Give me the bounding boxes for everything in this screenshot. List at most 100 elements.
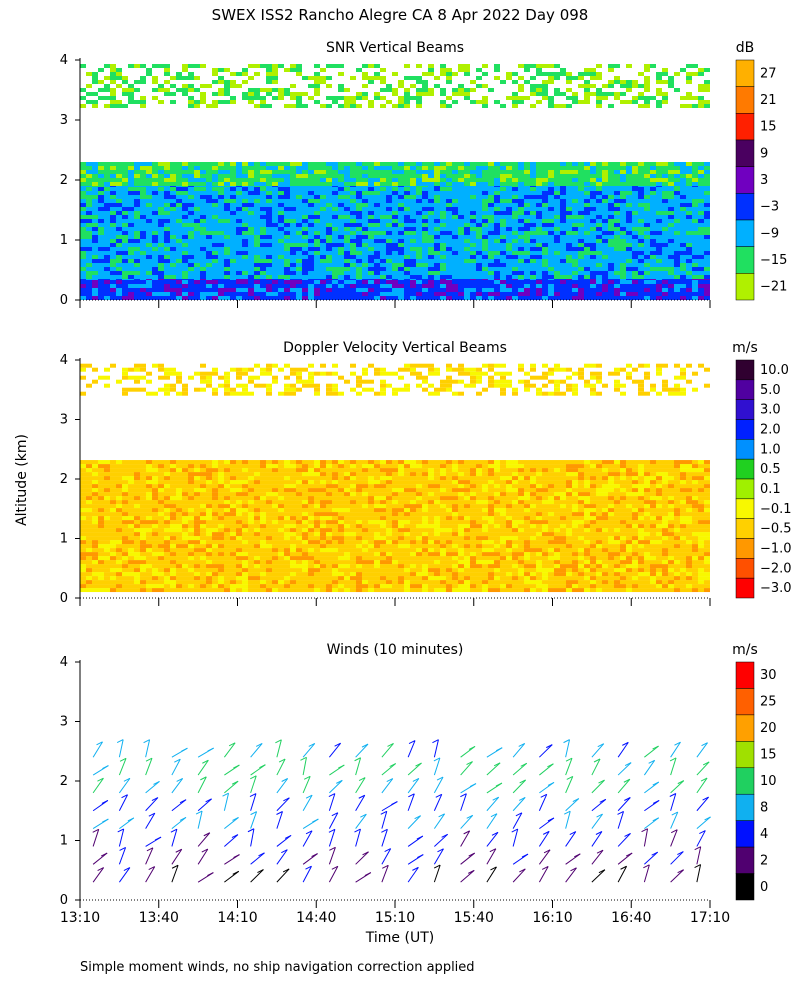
heat-cell — [530, 174, 536, 178]
heat-cell — [512, 182, 518, 186]
heat-cell — [410, 166, 416, 170]
heat-cell — [98, 223, 104, 227]
heat-cell — [686, 162, 692, 166]
heat-cell — [674, 195, 680, 199]
heat-cell — [398, 199, 404, 203]
heat-cell — [272, 162, 278, 166]
heat-cell — [362, 191, 368, 195]
heat-cell — [572, 288, 578, 292]
heat-cell — [392, 251, 398, 255]
heat-cell — [548, 255, 554, 259]
heat-cell — [560, 231, 566, 235]
heat-cell — [80, 166, 86, 170]
heat-cell — [254, 247, 260, 251]
heat-cell — [554, 243, 560, 247]
heat-cell — [608, 187, 614, 191]
heat-cell — [104, 223, 110, 227]
heat-cell — [566, 271, 572, 275]
heat-cell — [302, 223, 308, 227]
heat-cell — [374, 263, 380, 267]
heat-cell — [314, 275, 320, 279]
heat-cell — [170, 524, 176, 529]
heat-cell — [524, 243, 530, 247]
heat-cell — [572, 227, 578, 231]
heat-cell — [674, 223, 680, 227]
heat-cell — [596, 92, 602, 96]
heat-cell — [422, 235, 428, 239]
heat-cell — [506, 166, 512, 170]
heat-cell — [668, 219, 674, 223]
heat-cell — [632, 96, 638, 100]
heat-cell — [434, 187, 440, 191]
heat-cell — [584, 178, 590, 182]
heat-cell — [188, 492, 194, 497]
heat-cell — [668, 191, 674, 195]
heat-cell — [410, 267, 416, 271]
heat-cell — [680, 170, 686, 174]
heat-cell — [194, 211, 200, 215]
heat-cell — [116, 588, 122, 593]
heat-cell — [620, 92, 626, 96]
heat-cell — [500, 174, 506, 178]
heat-cell — [122, 544, 128, 549]
heat-cell — [698, 84, 704, 88]
heat-cell — [656, 267, 662, 271]
heat-cell — [494, 280, 500, 284]
heat-cell — [86, 544, 92, 549]
heat-cell — [416, 231, 422, 235]
heat-cell — [380, 162, 386, 166]
heat-cell — [572, 207, 578, 211]
heat-cell — [272, 235, 278, 239]
heat-cell — [398, 215, 404, 219]
heat-cell — [410, 251, 416, 255]
heat-cell — [440, 223, 446, 227]
heat-cell — [644, 162, 650, 166]
heat-cell — [182, 576, 188, 581]
heat-cell — [500, 199, 506, 203]
heat-cell — [602, 207, 608, 211]
heat-cell — [230, 259, 236, 263]
heat-cell — [236, 170, 242, 174]
heat-cell — [170, 178, 176, 182]
heat-cell — [350, 199, 356, 203]
heat-cell — [602, 239, 608, 243]
heat-cell — [368, 215, 374, 219]
heat-cell — [116, 284, 122, 288]
heat-cell — [560, 296, 566, 300]
heat-cell — [320, 275, 326, 279]
heat-cell — [146, 584, 152, 589]
heat-cell — [188, 247, 194, 251]
heat-cell — [110, 584, 116, 589]
heat-cell — [200, 215, 206, 219]
heat-cell — [272, 247, 278, 251]
heat-cell — [566, 96, 572, 100]
heat-cell — [230, 288, 236, 292]
heat-cell — [488, 215, 494, 219]
heat-cell — [308, 288, 314, 292]
heat-cell — [566, 255, 572, 259]
heat-cell — [230, 84, 236, 88]
heat-cell — [188, 215, 194, 219]
heat-cell — [296, 195, 302, 199]
heat-cell — [416, 80, 422, 84]
heat-cell — [98, 580, 104, 585]
heat-cell — [524, 296, 530, 300]
heat-cell — [482, 231, 488, 235]
heat-cell — [392, 178, 398, 182]
heat-cell — [146, 292, 152, 296]
heat-cell — [308, 166, 314, 170]
heat-cell — [158, 271, 164, 275]
heat-cell — [212, 223, 218, 227]
heat-cell — [530, 263, 536, 267]
heat-cell — [470, 243, 476, 247]
heat-cell — [86, 292, 92, 296]
heat-cell — [488, 211, 494, 215]
heat-cell — [302, 76, 308, 80]
heat-cell — [620, 211, 626, 215]
heat-cell — [308, 280, 314, 284]
heat-cell — [410, 203, 416, 207]
heat-cell — [242, 178, 248, 182]
heat-cell — [170, 296, 176, 300]
heat-cell — [530, 88, 536, 92]
heat-cell — [248, 207, 254, 211]
